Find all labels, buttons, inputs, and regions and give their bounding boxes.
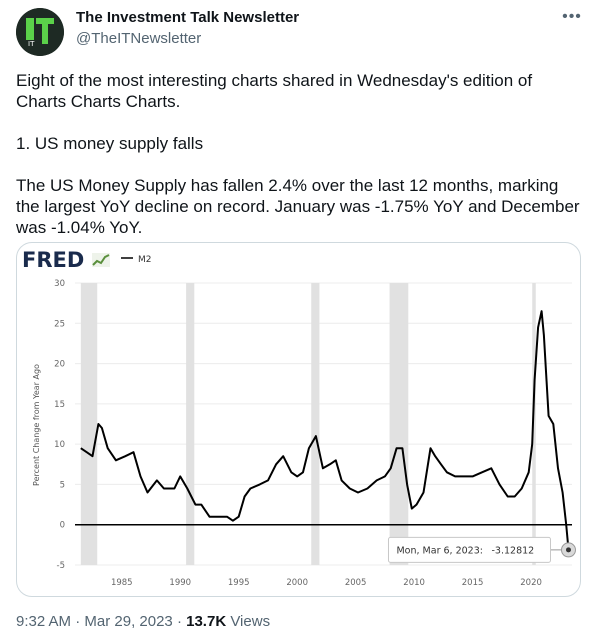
tweet-date[interactable]: Mar 29, 2023: [84, 613, 173, 630]
recession-band: [389, 283, 409, 565]
recession-band: [186, 283, 195, 565]
y-tick-label: 30: [54, 279, 65, 289]
x-ticks: 1985 1990 1995 2000 2005 2010 2015 2020: [111, 578, 542, 588]
x-tick-label: 2000: [286, 578, 308, 588]
x-tick-label: 1985: [111, 578, 133, 588]
y-tick-label: 5: [60, 480, 65, 490]
newsletter-logo-icon: IT: [16, 8, 64, 56]
y-tick-label: 0: [60, 521, 65, 531]
author-name[interactable]: The Investment Talk Newsletter: [76, 9, 300, 26]
trend-icon: [92, 253, 110, 267]
more-horizontal-icon: •••: [562, 8, 582, 25]
avatar[interactable]: IT: [16, 8, 64, 56]
tweet-paragraph: The US Money Supply has fallen 2.4% over…: [16, 176, 580, 237]
m2-series-line: [80, 310, 570, 550]
separator-dot: ·: [176, 613, 182, 630]
y-tick-label: 15: [54, 400, 65, 410]
tweet-text: Eight of the most interesting charts sha…: [16, 70, 586, 238]
tooltip-marker-center: [565, 547, 571, 553]
tweet-paragraph: Eight of the most interesting charts sha…: [16, 71, 533, 111]
recession-band: [311, 283, 320, 565]
x-tick-label: 2015: [462, 578, 484, 588]
x-tick-label: 1990: [169, 578, 191, 588]
x-tick-label: 1995: [228, 578, 250, 588]
fred-chart: FRED M2 Percent Change from Year Ago 30 2…: [22, 248, 576, 588]
avatar-text: IT: [28, 40, 35, 48]
tweet-time[interactable]: 9:32 AM: [16, 613, 72, 630]
x-tick-label: 2005: [345, 578, 367, 588]
recession-band: [532, 283, 536, 565]
recession-bands: [80, 283, 536, 565]
tooltip-label: Mon, Mar 6, 2023:: [396, 545, 482, 556]
x-tick-label: 2020: [520, 578, 542, 588]
x-tick-label: 2010: [403, 578, 425, 588]
legend-label: M2: [138, 255, 152, 265]
tweet-paragraph: 1. US money supply falls: [16, 134, 204, 153]
views-label: Views: [230, 613, 271, 630]
y-tick-label: 25: [54, 319, 65, 329]
tweet-footer: 9:32 AM · Mar 29, 2023 · 13.7K Views: [16, 613, 270, 630]
tooltip-box: [387, 536, 551, 563]
tooltip-value: -3.12812: [491, 545, 534, 556]
y-tick-label: 10: [54, 440, 65, 450]
fred-brand: FRED: [22, 248, 84, 272]
chart-image[interactable]: FRED M2 Percent Change from Year Ago 30 2…: [16, 242, 581, 597]
gridlines: [75, 282, 572, 566]
y-tick-label: 20: [54, 360, 65, 370]
y-axis-title: Percent Change from Year Ago: [32, 364, 41, 486]
views-count: 13.7K: [186, 613, 227, 630]
separator-dot: ·: [75, 613, 81, 630]
tooltip: Mon, Mar 6, 2023: -3.12812: [387, 536, 576, 563]
recession-band: [80, 283, 98, 565]
more-options-button[interactable]: •••: [560, 6, 584, 30]
y-tick-label: -5: [57, 561, 65, 571]
y-ticks: 30 25 20 15 10 5 0 -5: [54, 279, 65, 571]
author-handle[interactable]: @TheITNewsletter: [76, 30, 202, 47]
